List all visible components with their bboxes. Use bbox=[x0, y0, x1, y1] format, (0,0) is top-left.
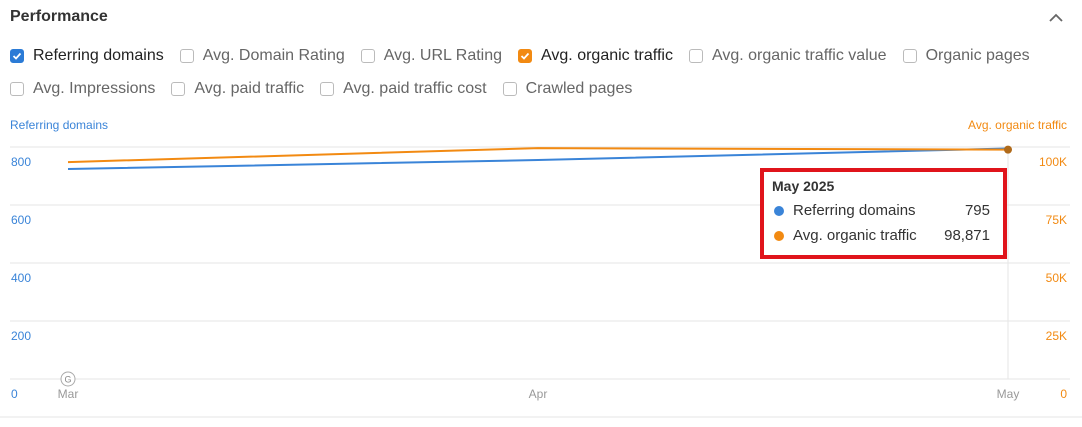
y-axis-title: Referring domains bbox=[10, 118, 108, 132]
filter-checkbox[interactable]: Crawled pages bbox=[502, 80, 633, 98]
y2-tick-label: 0 bbox=[1060, 387, 1067, 401]
series-line bbox=[67, 147, 1009, 164]
filter-row: Referring domains Avg. Domain Rating Avg. … bbox=[10, 47, 1046, 65]
filter-label: Avg. URL Rating bbox=[383, 47, 503, 64]
tooltip-name: Referring domains bbox=[793, 202, 916, 219]
series-line bbox=[67, 147, 1009, 171]
tooltip-title: May 2025 bbox=[772, 178, 835, 194]
y-tick-label: 400 bbox=[11, 271, 31, 285]
check-icon bbox=[12, 52, 22, 60]
filter-checkbox[interactable]: Referring domains bbox=[10, 47, 164, 65]
y2-tick-label: 75K bbox=[1046, 213, 1067, 227]
collapse-button[interactable] bbox=[1046, 8, 1066, 28]
filter-label: Crawled pages bbox=[525, 80, 633, 97]
y-tick-label: 800 bbox=[11, 155, 31, 169]
filter-checkbox[interactable]: Avg. Impressions bbox=[10, 80, 155, 98]
filter-checkbox[interactable]: Avg. paid traffic cost bbox=[320, 80, 487, 98]
filter-checkbox[interactable]: Organic pages bbox=[902, 47, 1030, 65]
checkbox[interactable] bbox=[179, 49, 194, 63]
checkbox[interactable] bbox=[688, 49, 703, 63]
tooltip-name: Avg. organic traffic bbox=[793, 227, 917, 244]
checkbox[interactable] bbox=[502, 82, 517, 96]
x-tick-label: Mar bbox=[58, 387, 79, 401]
checkbox[interactable] bbox=[171, 82, 186, 96]
filter-label: Avg. paid traffic bbox=[194, 80, 305, 97]
y-tick-label: 200 bbox=[11, 329, 31, 343]
checkbox[interactable] bbox=[10, 49, 24, 63]
annotation-icon: G bbox=[64, 374, 71, 384]
checkbox[interactable] bbox=[902, 49, 917, 63]
filter-label: Avg. paid traffic cost bbox=[343, 80, 487, 97]
y-tick-label: 0 bbox=[11, 387, 18, 401]
filter-checkbox[interactable]: Avg. organic traffic value bbox=[688, 47, 887, 65]
filter-checkbox[interactable]: Avg. Domain Rating bbox=[179, 47, 345, 65]
tooltip-row: Referring domains 795 bbox=[774, 202, 990, 219]
check-icon bbox=[520, 52, 530, 60]
section-title: Performance bbox=[10, 8, 108, 25]
checkbox[interactable] bbox=[320, 82, 335, 96]
tooltip: May 2025 Referring domains 795 Avg. organ… bbox=[760, 168, 1007, 259]
y2-tick-label: 25K bbox=[1046, 329, 1067, 343]
checkbox[interactable] bbox=[10, 82, 24, 96]
filter-checkbox[interactable]: Avg. organic traffic bbox=[518, 47, 673, 65]
filter-label: Avg. organic traffic value bbox=[711, 47, 887, 64]
filter-label: Avg. Impressions bbox=[33, 80, 156, 97]
y2-tick-label: 100K bbox=[1039, 155, 1067, 169]
y2-axis-title: Avg. organic traffic bbox=[968, 118, 1067, 132]
hover-point bbox=[1004, 145, 1012, 154]
filter-label: Avg. Domain Rating bbox=[202, 47, 345, 64]
tooltip-value: 795 bbox=[964, 202, 990, 219]
checkbox[interactable] bbox=[518, 49, 533, 63]
tooltip-row: Avg. organic traffic 98,871 bbox=[774, 227, 990, 244]
checkbox[interactable] bbox=[360, 49, 375, 63]
filter-label: Referring domains bbox=[33, 47, 164, 64]
filter-label: Organic pages bbox=[925, 47, 1030, 64]
x-tick-label: May bbox=[997, 387, 1020, 401]
annotation-marker bbox=[60, 371, 76, 387]
x-tick-label: Apr bbox=[529, 387, 548, 401]
filter-label: Avg. organic traffic bbox=[541, 47, 673, 64]
filter-checkbox[interactable]: Avg. paid traffic bbox=[171, 80, 304, 98]
tooltip-value: 98,871 bbox=[944, 227, 990, 244]
y-tick-label: 600 bbox=[11, 213, 31, 227]
y2-tick-label: 50K bbox=[1046, 271, 1067, 285]
filter-checkbox[interactable]: Avg. URL Rating bbox=[360, 47, 503, 65]
filter-row: Avg. Impressions Avg. paid traffic Avg. pa… bbox=[10, 80, 648, 98]
